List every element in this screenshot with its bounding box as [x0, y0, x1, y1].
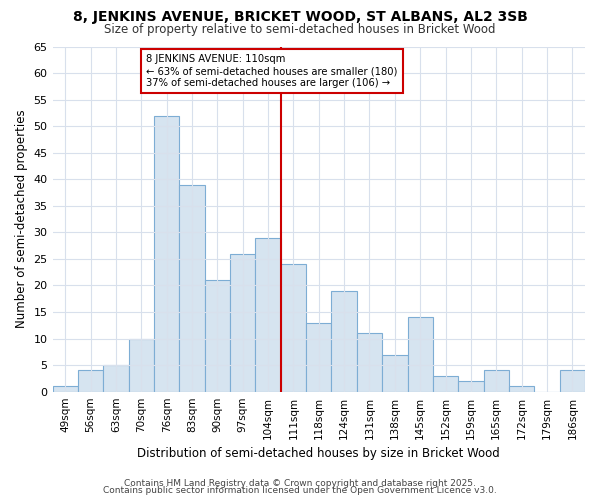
Text: 8 JENKINS AVENUE: 110sqm
← 63% of semi-detached houses are smaller (180)
37% of : 8 JENKINS AVENUE: 110sqm ← 63% of semi-d… [146, 54, 398, 88]
Bar [205, 280, 230, 392]
Bar [484, 370, 509, 392]
Text: 8, JENKINS AVENUE, BRICKET WOOD, ST ALBANS, AL2 3SB: 8, JENKINS AVENUE, BRICKET WOOD, ST ALBA… [73, 10, 527, 24]
Bar [560, 370, 585, 392]
Bar [433, 376, 458, 392]
Bar [407, 318, 433, 392]
Bar [281, 264, 306, 392]
Bar [357, 334, 382, 392]
Bar [53, 386, 78, 392]
Y-axis label: Number of semi-detached properties: Number of semi-detached properties [15, 110, 28, 328]
Bar [331, 291, 357, 392]
Bar [78, 370, 103, 392]
Bar [509, 386, 534, 392]
Bar [230, 254, 256, 392]
Bar [154, 116, 179, 392]
Text: Contains public sector information licensed under the Open Government Licence v3: Contains public sector information licen… [103, 486, 497, 495]
X-axis label: Distribution of semi-detached houses by size in Bricket Wood: Distribution of semi-detached houses by … [137, 447, 500, 460]
Bar [256, 238, 281, 392]
Text: Size of property relative to semi-detached houses in Bricket Wood: Size of property relative to semi-detach… [104, 22, 496, 36]
Bar [306, 322, 331, 392]
Bar [179, 184, 205, 392]
Bar [128, 338, 154, 392]
Bar [103, 365, 128, 392]
Text: Contains HM Land Registry data © Crown copyright and database right 2025.: Contains HM Land Registry data © Crown c… [124, 478, 476, 488]
Bar [458, 381, 484, 392]
Bar [382, 354, 407, 392]
